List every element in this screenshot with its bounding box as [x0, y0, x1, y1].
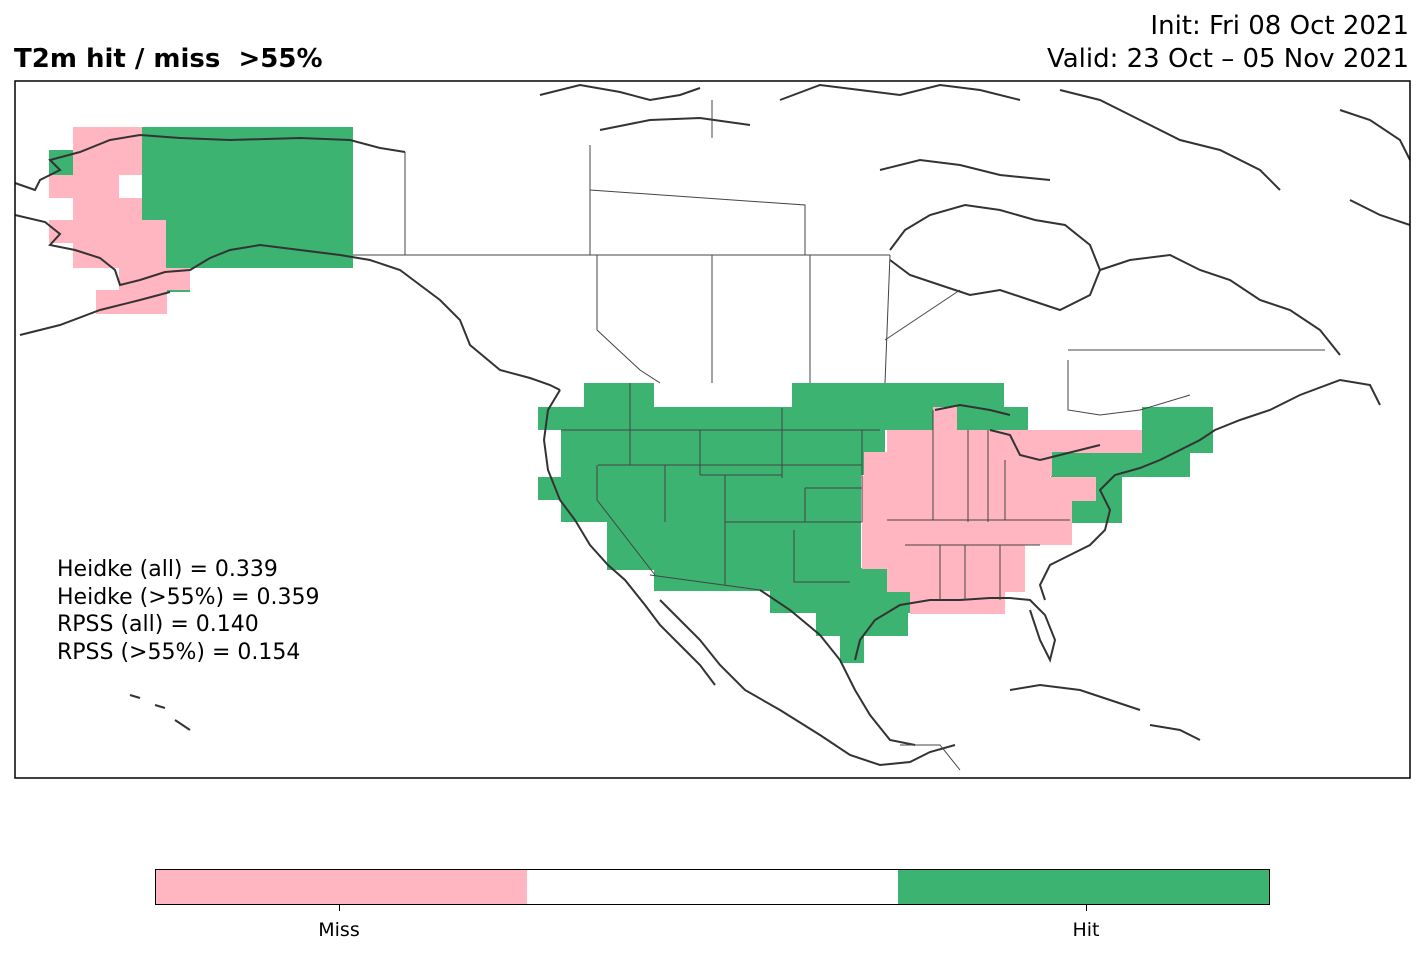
alaska-miss-cell [73, 127, 142, 152]
heidke-55: Heidke (>55%) = 0.359 [57, 584, 320, 610]
alaska-miss-cell [73, 150, 119, 175]
colorbar-miss [156, 870, 527, 904]
alaska-miss-cell [49, 175, 119, 198]
rpss-55: RPSS (>55%) = 0.154 [57, 639, 301, 665]
alaska-miss-cell [119, 150, 142, 175]
white-gap [1025, 545, 1050, 569]
heidke-all: Heidke (all) = 0.339 [57, 557, 278, 582]
colorbar-neutral [527, 870, 898, 904]
alaska-miss-cell [119, 268, 190, 290]
rpss-all: RPSS (all) = 0.140 [57, 612, 259, 637]
colorbar [155, 869, 1270, 905]
colorbar-label-hit: Hit [1072, 919, 1100, 941]
borders [353, 100, 1325, 771]
conus-hit-area [538, 383, 1213, 663]
map-title: T2m hit / miss >55% [14, 44, 323, 74]
alaska-miss-cell [49, 220, 166, 243]
colorbar-label-miss: Miss [318, 919, 360, 941]
colorbar-tick [339, 905, 340, 911]
map-frame [14, 80, 1411, 779]
colorbar-hit [898, 870, 1269, 904]
skill-scores: Heidke (all) = 0.339 Heidke (>55%) = 0.3… [57, 556, 320, 666]
coastlines [14, 83, 1411, 767]
init-date: Init: Fri 08 Oct 2021 [1150, 11, 1409, 41]
conus-miss-area [862, 407, 1142, 614]
white-gap [654, 383, 792, 407]
date-info: Init: Fri 08 Oct 2021 Valid: 23 Oct – 05… [1047, 10, 1409, 76]
alaska-grid [49, 127, 353, 314]
valid-range: Valid: 23 Oct – 05 Nov 2021 [1046, 44, 1409, 74]
alaska-miss-cell [73, 243, 166, 268]
colorbar-tick [1086, 905, 1087, 911]
alaska-miss-cell [73, 198, 142, 220]
